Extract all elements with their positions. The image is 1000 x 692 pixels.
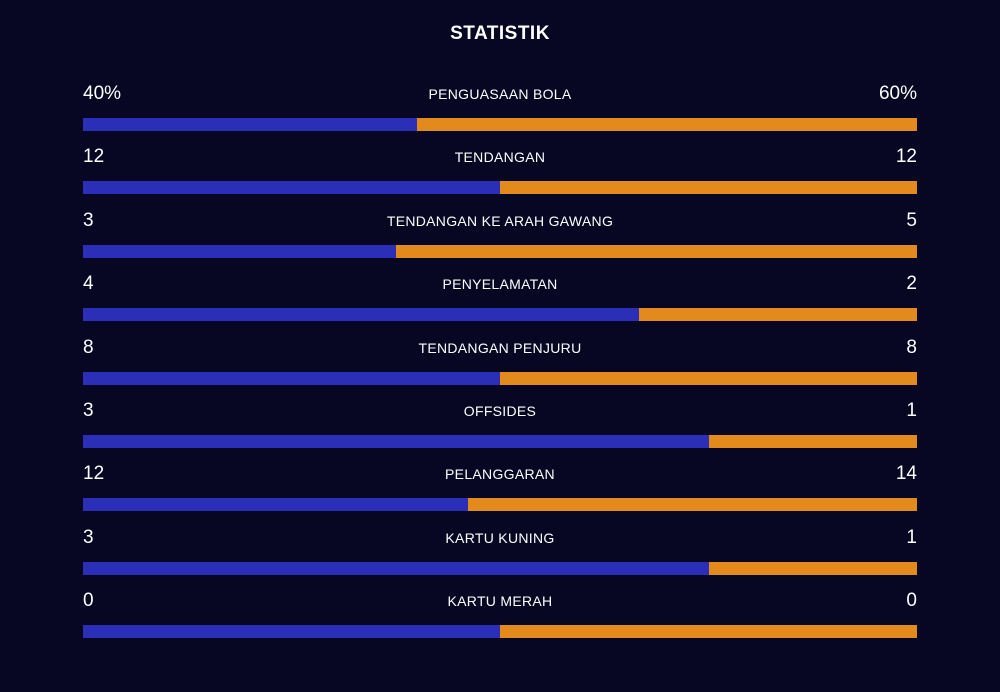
panel-title: STATISTIK <box>450 23 550 44</box>
away-bar-segment <box>500 371 917 385</box>
home-value: 3 <box>83 526 94 548</box>
stat-label: OFFSIDES <box>463 402 537 419</box>
comparison-bar <box>83 244 917 258</box>
away-bar-segment <box>639 308 917 322</box>
stat-label: PENGUASAAN BOLA <box>428 86 572 102</box>
stat-row-shots-on-target: 3 TENDANGAN KE ARAH GAWANG 5 <box>83 209 917 272</box>
comparison-bar <box>83 371 917 385</box>
stat-label: TENDANGAN KE ARAH GAWANG <box>386 212 614 229</box>
away-bar-segment <box>708 434 917 448</box>
stat-label: PENYELAMATAN <box>442 276 558 293</box>
away-bar-segment <box>395 244 917 258</box>
away-bar-segment <box>467 498 917 512</box>
away-bar-segment <box>500 625 917 639</box>
away-bar-segment <box>500 181 917 195</box>
away-value: 2 <box>906 273 917 295</box>
home-bar-segment <box>83 561 709 575</box>
home-value: 3 <box>83 399 94 421</box>
away-value: 8 <box>906 336 917 358</box>
stat-row-offsides: 3 OFFSIDES 1 <box>83 399 917 462</box>
stat-row-corners: 8 TENDANGAN PENJURU 8 <box>83 336 917 399</box>
comparison-bar <box>83 561 917 575</box>
comparison-bar <box>83 498 917 512</box>
stat-label: KARTU MERAH <box>447 593 553 610</box>
stat-label: TENDANGAN PENJURU <box>418 339 582 356</box>
away-value: 12 <box>895 146 917 168</box>
stat-label: KARTU KUNING <box>445 529 555 546</box>
stat-label: PELANGGARAN <box>445 466 555 483</box>
home-bar-segment <box>83 118 417 131</box>
stats-list: 40% PENGUASAAN BOLA 60% 12 TENDANGAN 12 <box>83 82 917 653</box>
stat-row-fouls: 12 PELANGGARAN 14 <box>83 462 917 525</box>
home-bar-segment <box>83 434 709 448</box>
stat-row-shots: 12 TENDANGAN 12 <box>83 145 917 208</box>
stat-row-red-cards: 0 KARTU MERAH 0 <box>83 589 917 652</box>
comparison-bar <box>83 625 917 639</box>
away-value: 1 <box>906 399 917 421</box>
home-value: 40% <box>83 83 122 104</box>
home-value: 8 <box>83 336 94 358</box>
home-bar-segment <box>83 181 500 195</box>
home-bar-segment <box>83 371 500 385</box>
home-value: 12 <box>83 463 105 485</box>
home-bar-segment <box>83 244 396 258</box>
away-value: 60% <box>878 83 917 104</box>
away-value: 0 <box>906 590 917 612</box>
away-value: 5 <box>906 209 917 231</box>
comparison-bar <box>83 308 917 322</box>
home-value: 4 <box>83 273 94 295</box>
stat-row-saves: 4 PENYELAMATAN 2 <box>83 272 917 335</box>
away-value: 1 <box>906 526 917 548</box>
comparison-bar <box>83 118 917 131</box>
away-bar-segment <box>708 561 917 575</box>
away-value: 14 <box>895 463 917 485</box>
away-bar-segment <box>416 118 917 131</box>
home-bar-segment <box>83 308 640 322</box>
home-value: 0 <box>83 590 94 612</box>
comparison-bar <box>83 434 917 448</box>
stat-row-yellow-cards: 3 KARTU KUNING 1 <box>83 526 917 589</box>
stat-row-possession: 40% PENGUASAAN BOLA 60% <box>83 82 917 145</box>
home-bar-segment <box>83 498 468 512</box>
stat-label: TENDANGAN <box>454 149 546 166</box>
home-value: 12 <box>83 146 105 168</box>
comparison-bar <box>83 181 917 195</box>
home-bar-segment <box>83 625 500 639</box>
home-value: 3 <box>83 209 94 231</box>
